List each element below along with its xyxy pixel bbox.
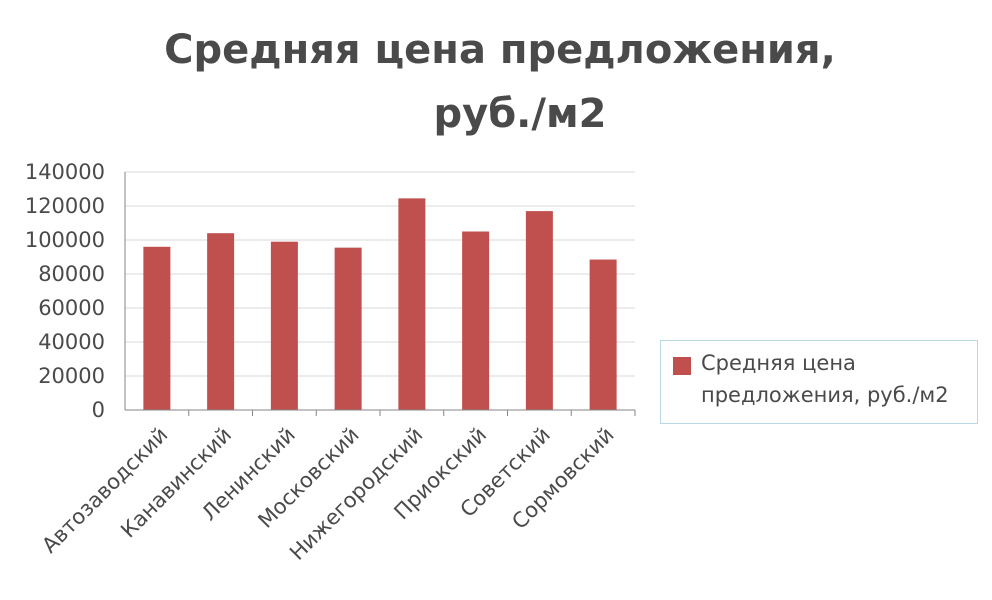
- x-tick-label: Канавинский: [116, 423, 236, 543]
- bar: [334, 247, 362, 410]
- y-tick-label: 40000: [38, 330, 105, 354]
- y-tick-label: 140000: [25, 160, 105, 184]
- bar: [143, 246, 171, 410]
- bar: [525, 211, 553, 410]
- y-tick-label: 120000: [25, 194, 105, 218]
- legend: Средняя цена предложения, руб./м2: [660, 340, 978, 424]
- bar: [207, 233, 235, 410]
- y-tick-label: 0: [92, 398, 105, 422]
- y-tick-label: 20000: [38, 364, 105, 388]
- bar: [462, 231, 490, 410]
- legend-label-line-2: предложения, руб./м2: [701, 383, 949, 407]
- bar: [270, 241, 298, 410]
- y-tick-label: 80000: [38, 262, 105, 286]
- legend-swatch: [673, 357, 691, 375]
- bar: [398, 198, 426, 410]
- y-tick-label: 60000: [38, 296, 105, 320]
- bar: [589, 259, 617, 410]
- legend-label: Средняя цена предложения, руб./м2: [701, 347, 971, 411]
- chart-title-line-1: Средняя цена предложения,: [164, 27, 836, 73]
- chart-title-line-2: руб./м2: [433, 91, 607, 137]
- y-tick-label: 100000: [25, 228, 105, 252]
- legend-label-line-1: Средняя цена: [701, 351, 856, 375]
